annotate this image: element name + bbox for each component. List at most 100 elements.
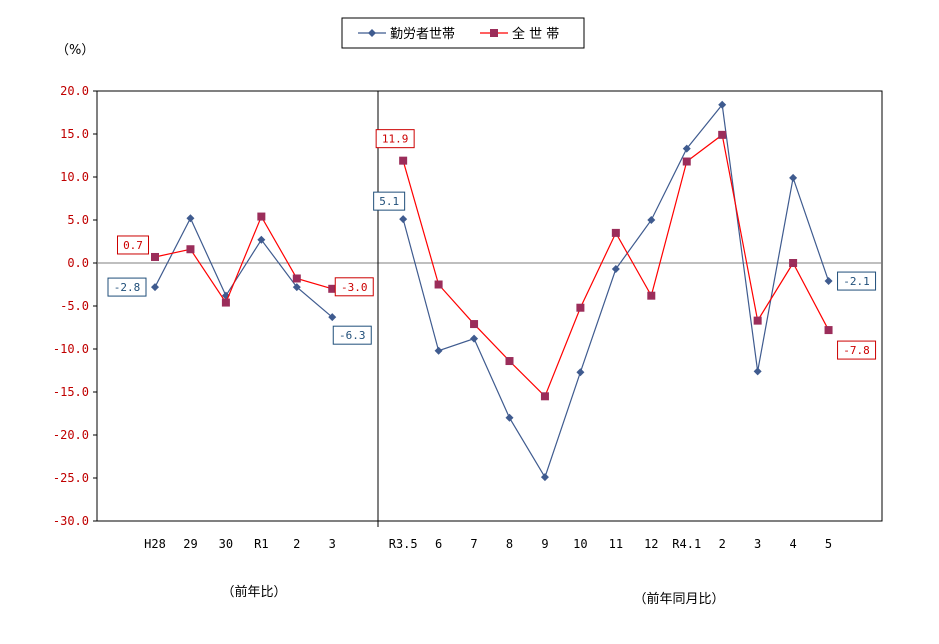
data-point — [257, 212, 266, 221]
data-point — [470, 320, 479, 329]
data-point — [292, 283, 301, 292]
data-point — [789, 173, 798, 182]
data-point — [470, 334, 479, 343]
x-tick-label: 7 — [470, 537, 477, 551]
x-tick-label: R3.5 — [389, 537, 418, 551]
axes: 20.0 15.0 10.0 5.0 0.0 -5.0 -10.0 -15.0 -20.0 -25… — [53, 84, 882, 551]
y-tick-label: -20.0 — [53, 428, 89, 442]
data-callout: -2.8 — [107, 277, 147, 297]
legend-marker-series-2 — [490, 29, 498, 37]
legend-marker-series-1 — [368, 29, 376, 37]
series-1 — [151, 100, 833, 482]
data-point — [753, 316, 762, 325]
data-point — [328, 313, 337, 322]
callout-label: -3.0 — [341, 281, 368, 294]
callout-box — [375, 129, 415, 149]
y-tick-label: -30.0 — [53, 514, 89, 528]
y-tick-label: 20.0 — [60, 84, 89, 98]
data-point — [434, 280, 443, 289]
legend-label-series-1: 勤労者世帯 — [390, 27, 455, 42]
x-tick-label: 30 — [219, 537, 233, 551]
section-label-monthly: （前年同月比） — [633, 591, 724, 607]
data-point — [221, 298, 230, 307]
callout-label: -7.8 — [843, 344, 870, 357]
data-point — [718, 100, 727, 109]
series-line — [154, 216, 333, 318]
y-tick-label: -10.0 — [53, 342, 89, 356]
data-callout: -7.8 — [837, 340, 877, 360]
x-tick-label: 3 — [329, 537, 336, 551]
data-point — [257, 235, 266, 244]
series-2 — [151, 130, 833, 401]
y-tick-label: 10.0 — [60, 170, 89, 184]
x-tick-label: 2 — [293, 537, 300, 551]
callout-box — [334, 277, 374, 297]
x-tick-label: 6 — [435, 537, 442, 551]
data-point — [647, 291, 656, 300]
series-line — [154, 215, 333, 304]
callout-box — [332, 325, 372, 345]
data-point — [682, 144, 691, 153]
x-tick-label: 10 — [573, 537, 587, 551]
data-point — [505, 413, 514, 422]
data-point — [151, 283, 159, 292]
data-point — [540, 392, 549, 401]
callout-box — [837, 340, 877, 360]
data-point — [789, 259, 798, 267]
data-point — [186, 245, 195, 254]
data-point — [753, 367, 762, 376]
data-point — [718, 130, 727, 139]
data-point — [151, 252, 159, 261]
plot-frame — [96, 90, 883, 522]
x-tick-label: 8 — [506, 537, 513, 551]
data-point — [576, 368, 585, 377]
x-tick-label: R1 — [254, 537, 268, 551]
data-callout: 0.7 — [117, 235, 149, 255]
x-tick-label: 4 — [789, 537, 796, 551]
data-point — [576, 303, 585, 312]
series-layer — [151, 100, 833, 482]
data-callout: -3.0 — [334, 277, 374, 297]
x-tick-label: 12 — [644, 537, 658, 551]
x-tick-label: 29 — [183, 537, 197, 551]
y-tick-label: -25.0 — [53, 471, 89, 485]
callout-label: 11.9 — [382, 133, 409, 146]
unit-label: （%） — [56, 43, 94, 58]
callouts: 0.7 -2.8 -3.0 -6.3 11.9 5.1 -2.1 -7.8 — [107, 129, 877, 360]
data-point — [399, 156, 408, 165]
legend: 勤労者世帯 全 世 帯 — [341, 17, 585, 49]
series-line — [402, 103, 830, 479]
data-callout: 11.9 — [375, 129, 415, 149]
x-tick-label: 5 — [825, 537, 832, 551]
y-tick-label: 5.0 — [67, 213, 89, 227]
data-point — [824, 277, 833, 286]
data-point — [434, 346, 443, 355]
y-tick-label: 15.0 — [60, 127, 89, 141]
data-point — [682, 157, 691, 166]
data-point — [540, 473, 549, 482]
x-tick-label: 3 — [754, 537, 761, 551]
data-point — [399, 215, 408, 224]
callout-box — [117, 235, 149, 255]
x-tick-label: 9 — [541, 537, 548, 551]
data-callout: -6.3 — [332, 325, 372, 345]
y-tick-label: 0.0 — [67, 256, 89, 270]
callout-box — [373, 191, 406, 211]
x-tick-label: H28 — [144, 537, 166, 551]
x-tick-label: R4.1 — [672, 537, 701, 551]
data-point — [186, 214, 195, 223]
data-point — [647, 216, 656, 224]
callout-label: -6.3 — [339, 329, 366, 342]
section-label-annual: （前年比） — [221, 584, 286, 600]
callout-box — [837, 271, 877, 291]
data-point — [824, 326, 833, 335]
callout-label: -2.1 — [843, 275, 870, 288]
data-callout: 5.1 — [373, 191, 406, 211]
x-tick-label: 2 — [719, 537, 726, 551]
callout-label: 0.7 — [123, 239, 143, 252]
x-tick-label: 11 — [609, 537, 623, 551]
y-tick-label: -15.0 — [53, 385, 89, 399]
callout-label: 5.1 — [379, 195, 399, 208]
y-tick-label: -5.0 — [60, 299, 89, 313]
